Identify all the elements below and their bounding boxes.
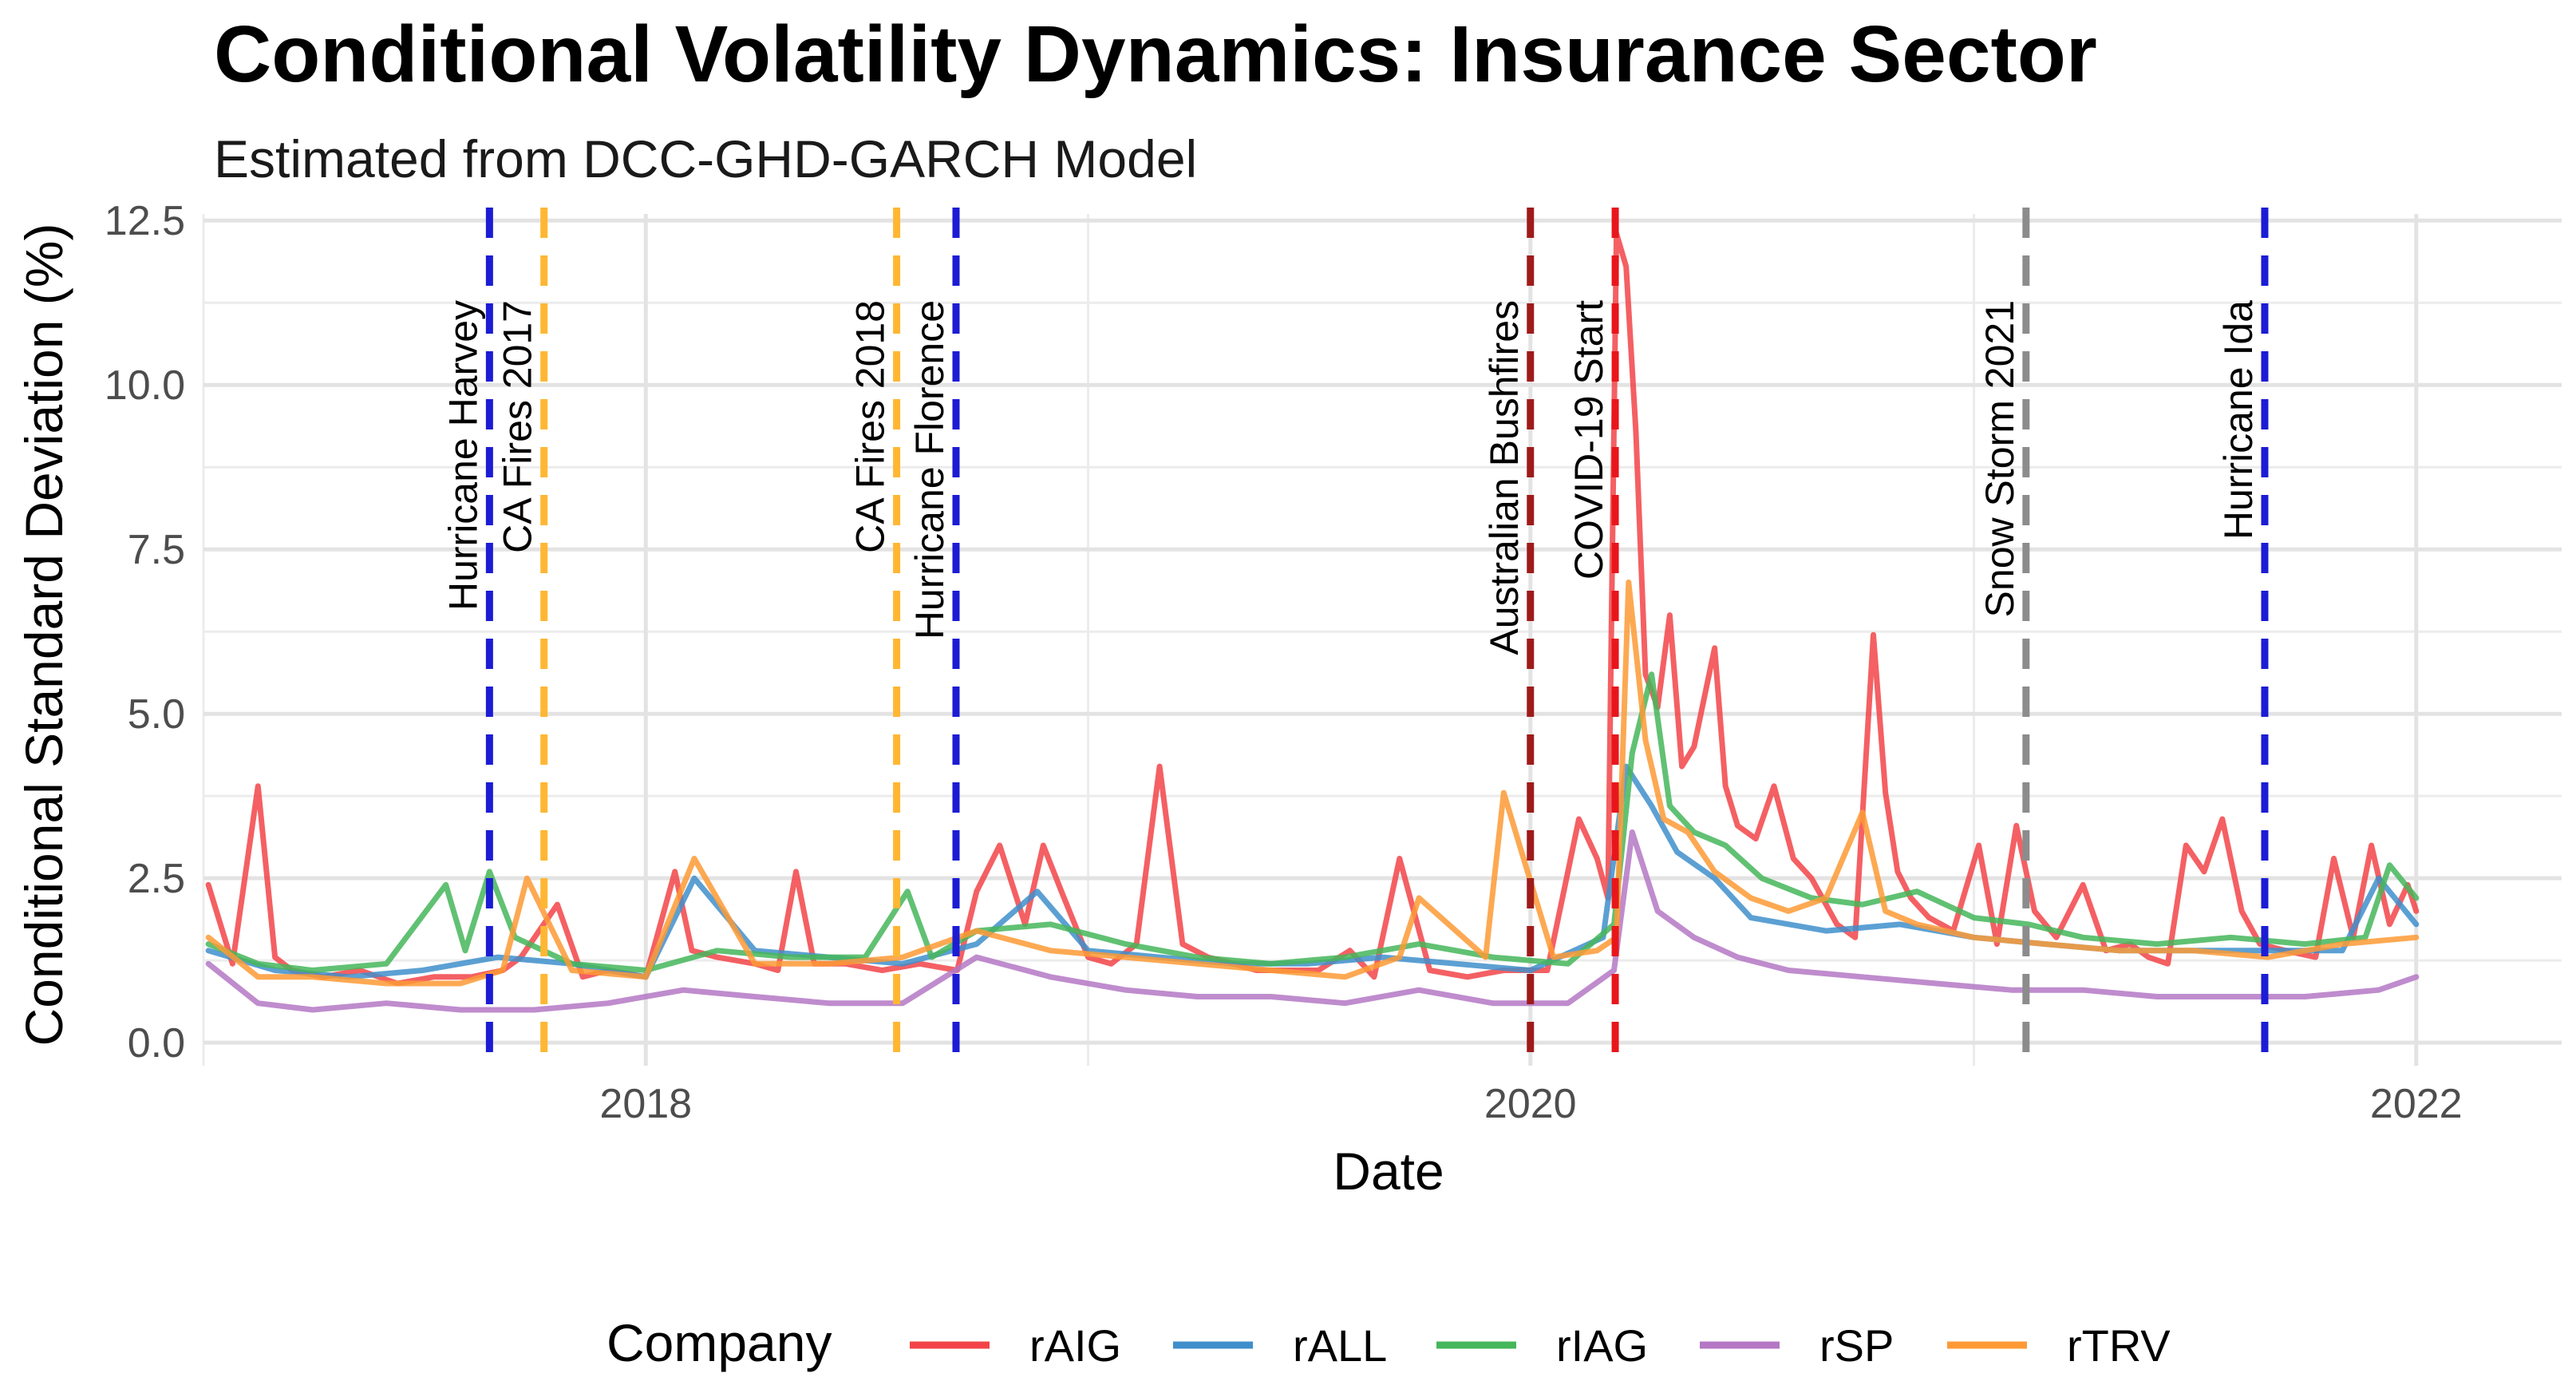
chart-subtitle: Estimated from DCC-GHD-GARCH Model <box>214 129 1197 188</box>
event-label: Hurricane Harvey <box>441 300 485 611</box>
legend-label-rTRV: rTRV <box>2067 1320 2171 1371</box>
y-tick-label: 10.0 <box>105 362 185 409</box>
series-layer <box>205 231 2420 1013</box>
chart-title: Conditional Volatility Dynamics: Insuran… <box>214 10 2097 99</box>
y-tick-labels: 0.0 2.5 5.0 7.5 10.0 12.5 <box>105 198 185 1067</box>
legend: Company rAIG rALL rIAG rSP rTRV <box>606 1313 2171 1372</box>
event-label: Snow Storm 2021 <box>1977 300 2022 617</box>
legend-label-rSP: rSP <box>1819 1320 1894 1371</box>
legend-label-rIAG: rIAG <box>1556 1320 1648 1371</box>
y-tick-label: 2.5 <box>128 856 185 902</box>
legend-label-rALL: rALL <box>1293 1320 1387 1371</box>
series-line-rTRV <box>205 579 2420 987</box>
x-tick-label: 2020 <box>1484 1081 1577 1127</box>
x-tick-label: 2018 <box>599 1081 692 1127</box>
legend-label-rAIG: rAIG <box>1029 1320 1121 1371</box>
event-label: Hurricane Ida <box>2216 300 2261 540</box>
event-label: Australian Bushfires <box>1482 300 1527 655</box>
x-tick-labels: 2018 2020 2022 <box>599 1081 2462 1127</box>
grid-major <box>203 214 2562 1066</box>
event-label: COVID-19 Start <box>1567 300 1611 580</box>
y-axis-title: Conditional Standard Deviation (%) <box>14 224 73 1047</box>
y-tick-label: 7.5 <box>128 527 185 573</box>
legend-title: Company <box>606 1313 832 1372</box>
events-layer: Hurricane Harvey CA Fires 2017 CA Fires 20… <box>441 208 2269 1066</box>
y-tick-label: 5.0 <box>128 691 185 738</box>
event-label: CA Fires 2018 <box>848 300 893 553</box>
x-tick-label: 2022 <box>2370 1081 2463 1127</box>
series-line-rIAG <box>205 671 2420 973</box>
y-tick-label: 12.5 <box>105 198 185 244</box>
event-label: Hurricane Florence <box>907 300 952 639</box>
event-label: CA Fires 2017 <box>496 300 540 553</box>
series-line-rSP <box>205 829 2420 1013</box>
y-tick-label: 0.0 <box>128 1020 185 1067</box>
x-axis-title: Date <box>1333 1142 1444 1201</box>
